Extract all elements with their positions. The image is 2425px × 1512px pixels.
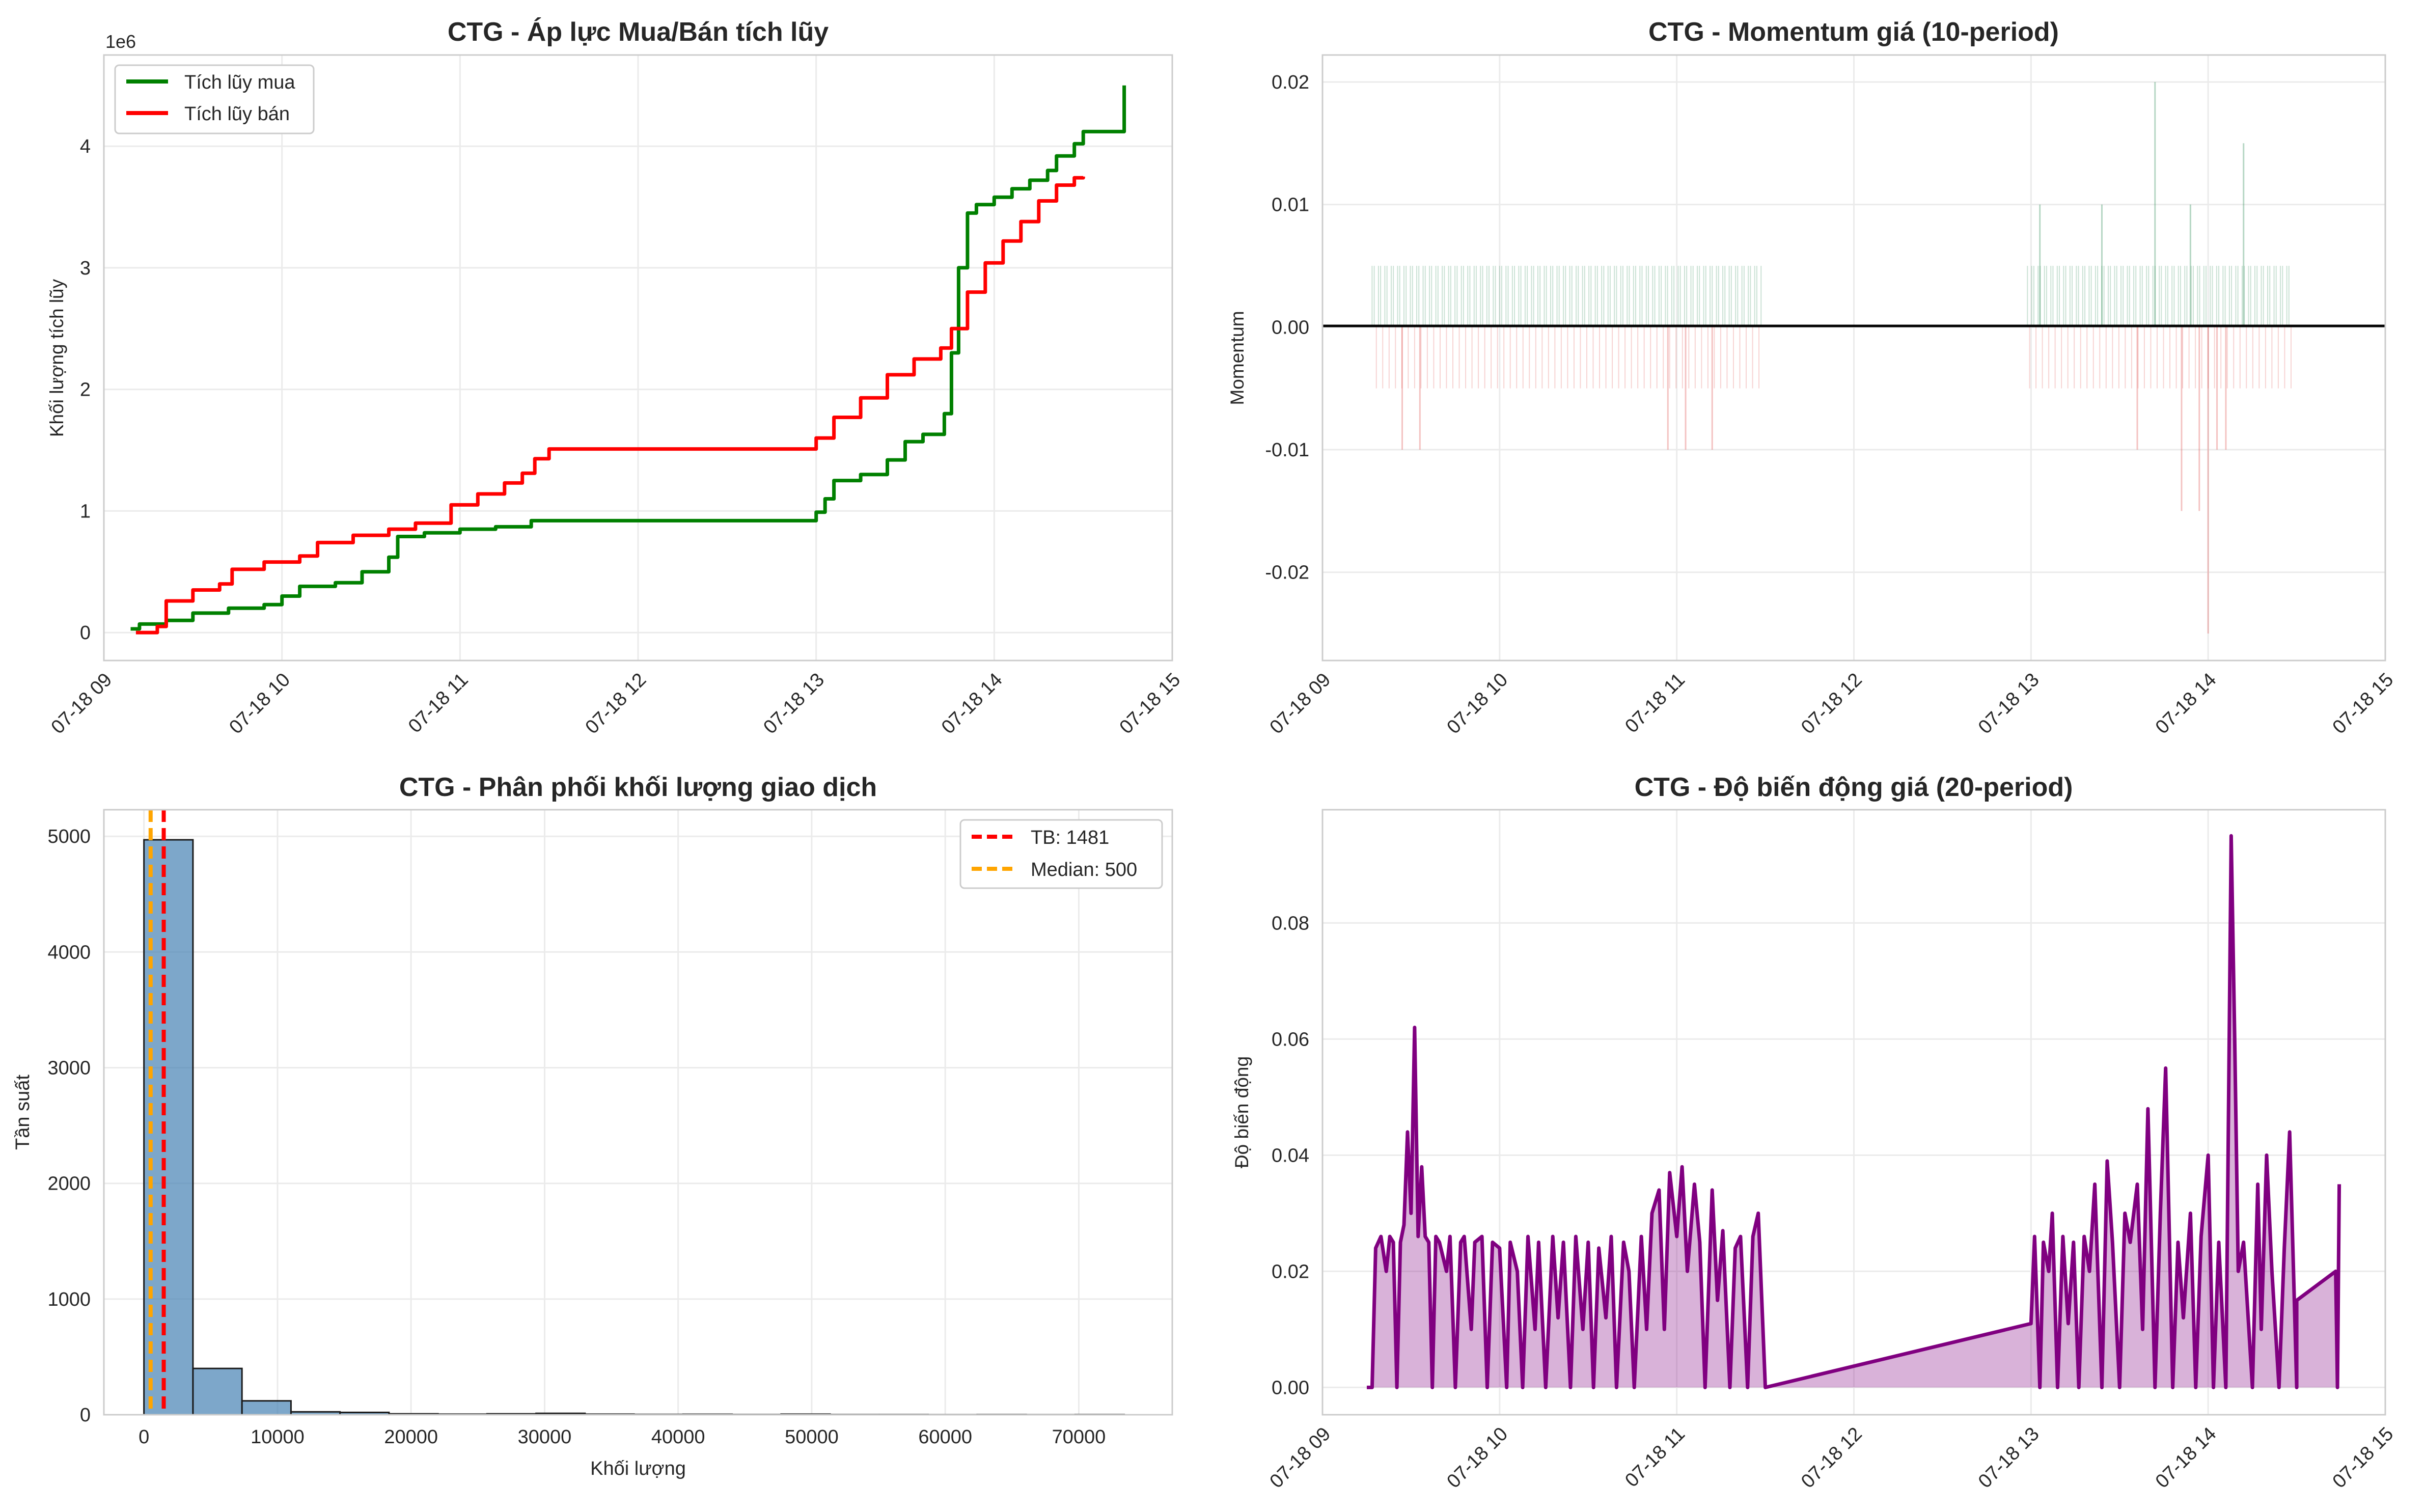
y-tick-label: 0 [80,1405,91,1426]
plot-frame-momentum [1321,54,2386,662]
x-tick-label: 70000 [1052,1426,1106,1448]
x-tick-label: 40000 [651,1426,705,1448]
y-tick-label: -0.02 [1265,562,1309,584]
y-tick-label: 1 [80,501,91,522]
legend-label-median: Median: 500 [1031,859,1137,881]
y-tick-label: 4000 [47,942,91,963]
y-tick-label: 0.06 [1272,1029,1309,1050]
y-tick-label: 0.00 [1272,1377,1309,1398]
y-tick-label: 0.04 [1272,1145,1309,1166]
y-tick-label: 2000 [47,1173,91,1195]
y-tick-label: 4 [80,136,91,157]
chart-title-histogram: CTG - Phân phối khối lượng giao dịch [399,773,877,802]
y-tick-label: 0.08 [1272,913,1309,934]
plot-frame-cumulative [103,54,1173,662]
x-tick-label: 60000 [918,1426,972,1448]
x-axis-label-histogram: Khối lượng [590,1458,686,1479]
plot-frame-volatility [1321,809,2386,1416]
histogram-bar [241,1400,292,1416]
y-ticks-cumulative: 0 1 2 3 4 [80,136,91,644]
reference-lines-histogram [148,810,166,1415]
volatility-line [1367,834,2341,1389]
plot-frame-histogram [103,809,1173,1416]
legend-label-sell: Tích lũy bán [184,103,290,125]
y-axis-label-momentum: Momentum [1227,311,1248,405]
series-cumulative [130,85,1126,635]
y-axis-label-volatility: Độ biến động [1231,1056,1252,1168]
y-tick-label: 5000 [47,826,91,847]
y-ticks-histogram: 0 1000 2000 3000 4000 5000 [47,826,91,1426]
y-tick-label: 0.01 [1272,195,1309,216]
y-ticks-momentum: -0.02 -0.01 0.00 0.01 0.02 [1265,72,1309,584]
chart-title-momentum: CTG - Momentum giá (10-period) [1648,17,2059,47]
legend-label-mean: TB: 1481 [1031,827,1109,848]
y-tick-label: -0.01 [1265,439,1309,461]
x-tick-label: 20000 [384,1426,438,1448]
series-volatility [1367,834,2341,1389]
y-tick-label: 3 [80,258,91,279]
y-tick-label: 0.02 [1272,72,1309,93]
y-tick-label: 2 [80,379,91,401]
grid-cumulative [103,55,1173,661]
panel-momentum: CTG - Momentum giá (10-period) -0.02-0.0… [1227,17,2398,738]
series-line-buy [130,85,1126,631]
y-tick-label: 3000 [47,1058,91,1079]
x-tick-label: 50000 [785,1426,839,1448]
y-tick-label: 0.02 [1272,1261,1309,1282]
x-tick-label: 0 [139,1426,149,1448]
histogram-bar [192,1367,243,1416]
x-ticks-histogram: 0 10000 20000 30000 40000 50000 60000 70000 [139,1426,1106,1448]
legend-histogram: TB: 1481 Median: 500 [959,819,1163,889]
y-ticks-volatility: 0.00 0.02 0.04 0.06 0.08 [1272,913,1309,1398]
y-tick-label: 0.00 [1272,317,1309,338]
y-axis-label-histogram: Tần suất [12,1075,34,1150]
y-tick-label: 0 [80,622,91,644]
legend-label-buy: Tích lũy mua [184,72,295,93]
x-tick-label: 30000 [518,1426,572,1448]
bars-momentum [1371,81,2292,634]
series-line-sell [135,176,1085,635]
legend-cumulative: Tích lũy mua Tích lũy bán [114,64,315,134]
y-tick-label: 1000 [47,1289,91,1310]
y-axis-label-cumulative: Khối lượng tích lũy [46,279,67,437]
x-tick-label: 10000 [251,1426,305,1448]
panel-volume-histogram: CTG - Phân phối khối lượng giao dịch 0 10… [12,773,1173,1479]
y-offset-label-cumulative: 1e6 [105,31,136,52]
chart-title-volatility: CTG - Độ biến động giá (20-period) [1635,773,2073,802]
chart-title-cumulative: CTG - Áp lực Mua/Bán tích lũy [448,17,829,47]
